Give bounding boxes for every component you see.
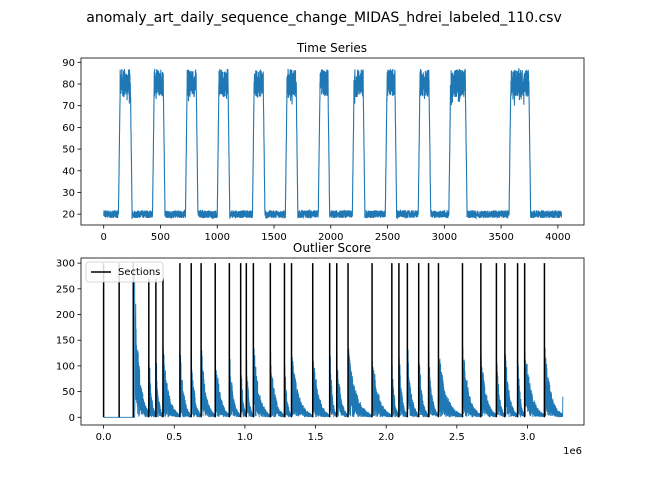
outlier-score-y-tick-label: 0 bbox=[69, 413, 75, 424]
outlier-score-y-tick-label: 100 bbox=[56, 361, 75, 372]
time-series-panel: Time Series 0 500 1000 1500 2000 2500 3000 3500… bbox=[62, 41, 585, 243]
time-series-axes-frame bbox=[80, 57, 585, 226]
time-series-y-tick-label: 40 bbox=[62, 166, 75, 177]
outlier-score-x-tick-label: 1.0 bbox=[237, 432, 253, 443]
time-series-x-tick-label: 3000 bbox=[432, 232, 457, 243]
time-series-y-ticks: 20 30 40 50 60 70 80 90 bbox=[62, 58, 81, 221]
section-lines-group bbox=[102, 263, 546, 418]
outlier-score-y-ticks: 0 50 100 150 200 250 300 bbox=[56, 259, 81, 424]
time-series-y-tick-label: 60 bbox=[62, 123, 75, 134]
time-series-title: Time Series bbox=[296, 41, 367, 55]
legend-sections-label: Sections bbox=[118, 267, 160, 278]
outlier-score-y-tick-label: 200 bbox=[56, 310, 75, 321]
time-series-x-ticks: 0 500 1000 1500 2000 2500 3000 3500 4000 bbox=[101, 225, 571, 243]
outlier-score-x-tick-label: 0.5 bbox=[166, 432, 182, 443]
outlier-score-panel: Outlier Score 0.0 0.5 1.0 1.5 2.0 2.5 3.0 0 50 1… bbox=[56, 241, 585, 457]
outlier-score-y-tick-label: 50 bbox=[62, 387, 75, 398]
outlier-score-x-tick-label: 0.0 bbox=[96, 432, 112, 443]
time-series-y-tick-label: 20 bbox=[62, 210, 75, 221]
time-series-y-tick-label: 90 bbox=[62, 58, 75, 69]
outlier-score-title: Outlier Score bbox=[293, 241, 371, 255]
time-series-x-tick-label: 0 bbox=[101, 232, 107, 243]
time-series-line bbox=[103, 68, 562, 220]
time-series-x-tick-label: 500 bbox=[151, 232, 170, 243]
time-series-x-tick-label: 2500 bbox=[375, 232, 400, 243]
time-series-line-group bbox=[103, 68, 562, 220]
legend-box bbox=[85, 261, 164, 283]
time-series-x-tick-label: 3500 bbox=[488, 232, 513, 243]
time-series-x-tick-label: 4000 bbox=[545, 232, 570, 243]
time-series-x-tick-label: 2000 bbox=[318, 232, 343, 243]
outlier-score-y-tick-label: 300 bbox=[56, 259, 75, 270]
outlier-score-y-tick-label: 250 bbox=[56, 284, 75, 295]
time-series-x-tick-label: 1500 bbox=[261, 232, 286, 243]
time-series-y-tick-label: 30 bbox=[62, 188, 75, 199]
outlier-score-x-tick-label: 1.5 bbox=[308, 432, 324, 443]
time-series-x-tick-label: 1000 bbox=[205, 232, 230, 243]
x-offset-label: 1e6 bbox=[563, 446, 582, 457]
outlier-score-axes-frame bbox=[80, 257, 585, 426]
outlier-score-y-tick-label: 150 bbox=[56, 336, 75, 347]
legend: Sections bbox=[85, 261, 164, 283]
time-series-y-tick-label: 80 bbox=[62, 80, 75, 91]
figure-suptitle: anomaly_art_daily_sequence_change_MIDAS_… bbox=[86, 10, 561, 26]
time-series-y-tick-label: 50 bbox=[62, 145, 75, 156]
outlier-score-x-tick-label: 3.0 bbox=[520, 432, 536, 443]
time-series-y-tick-label: 70 bbox=[62, 101, 75, 112]
outlier-score-x-tick-label: 2.0 bbox=[378, 432, 394, 443]
outlier-score-x-tick-label: 2.5 bbox=[449, 432, 465, 443]
outlier-score-x-ticks: 0.0 0.5 1.0 1.5 2.0 2.5 3.0 bbox=[96, 425, 536, 443]
